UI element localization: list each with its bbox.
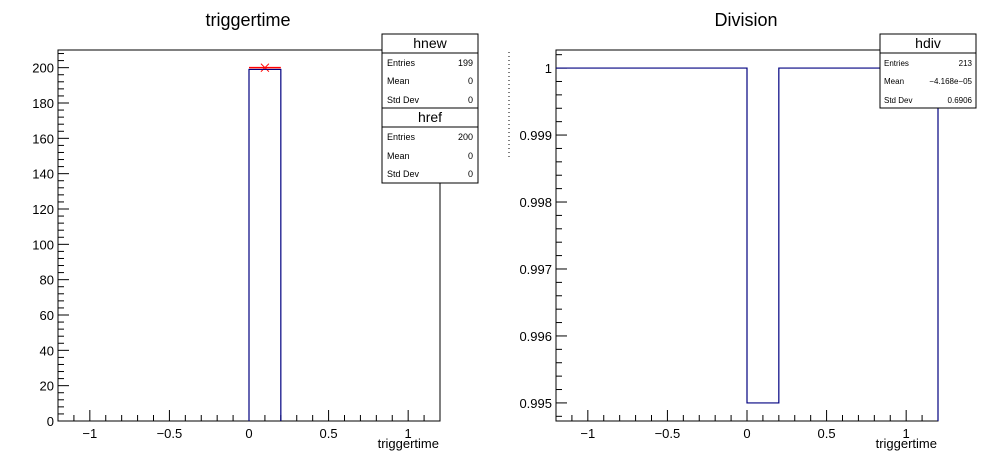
hdiv-entries-label: Entries — [884, 59, 909, 68]
y-tick-label: 100 — [32, 237, 54, 252]
y-tick-label: 160 — [32, 131, 54, 146]
hdiv-mean-value: −4.168e−05 — [929, 77, 972, 86]
y-tick-label: 0.998 — [519, 195, 552, 210]
right-chart-title: Division — [714, 10, 777, 30]
x-tick-label: 0 — [743, 426, 750, 441]
left-histogram — [248, 63, 282, 421]
right-axis-ticks: −1 −0.5 0 0.5 1 0.995 0.996 0.997 0.998 0.999 1 — [519, 54, 939, 441]
hnew-stats-title: hnew — [413, 35, 447, 51]
href-entries-label: Entries — [387, 132, 416, 142]
left-axis-ticks: −1 −0.5 0 0.5 1 0 20 40 60 80 100 120 140 160 180 200 — [32, 53, 441, 441]
href-mean-label: Mean — [387, 151, 410, 161]
y-tick-label: 0.997 — [519, 262, 552, 277]
x-tick-label: 1 — [405, 426, 412, 441]
hdiv-stats-title: hdiv — [915, 35, 941, 51]
x-tick-label: −0.5 — [655, 426, 681, 441]
hnew-mean-label: Mean — [387, 76, 410, 86]
left-chart-title: triggertime — [205, 10, 290, 30]
hdiv-stats-box: hdiv Entries 213 Mean −4.168e−05 Std Dev… — [879, 33, 977, 109]
y-tick-label: 40 — [40, 343, 54, 358]
x-tick-label: 0.5 — [818, 426, 836, 441]
href-stats-box: href Entries 200 Mean 0 Std Dev 0 — [381, 107, 479, 184]
href-marker — [260, 63, 270, 73]
right-x-axis-label: triggertime — [876, 436, 937, 451]
hnew-entries-value: 199 — [458, 58, 473, 68]
hnew-mean-value: 0 — [468, 76, 473, 86]
y-tick-label: 0 — [47, 414, 54, 429]
x-tick-label: 0 — [245, 426, 252, 441]
hnew-stats-box: hnew Entries 199 Mean 0 Std Dev 0 — [381, 33, 479, 109]
x-tick-label: 1 — [903, 426, 910, 441]
right-panel: Division −1 −0.5 0 0.5 1 0.995 0.996 0.997 0.998… — [508, 10, 977, 451]
href-stddev-value: 0 — [468, 169, 473, 179]
y-tick-label: 80 — [40, 273, 54, 288]
x-tick-label: −1 — [580, 426, 595, 441]
y-tick-label: 120 — [32, 202, 54, 217]
x-tick-label: 0.5 — [320, 426, 338, 441]
hnew-bin — [248, 68, 282, 421]
hdiv-step-line — [556, 67, 939, 421]
hnew-stddev-value: 0 — [468, 95, 473, 105]
href-stddev-label: Std Dev — [387, 169, 420, 179]
hnew-entries-label: Entries — [387, 58, 416, 68]
y-tick-label: 1 — [545, 61, 552, 76]
href-stats-title: href — [418, 109, 442, 125]
y-tick-label: 0.996 — [519, 329, 552, 344]
hdiv-stddev-value: 0.6906 — [948, 96, 973, 105]
hnew-stddev-label: Std Dev — [387, 95, 420, 105]
href-entries-value: 200 — [458, 132, 473, 142]
hdiv-stddev-label: Std Dev — [884, 96, 912, 105]
y-tick-label: 200 — [32, 61, 54, 76]
hdiv-entries-value: 213 — [959, 59, 973, 68]
x-tick-label: −1 — [82, 426, 97, 441]
href-mean-value: 0 — [468, 151, 473, 161]
y-tick-label: 180 — [32, 96, 54, 111]
y-tick-label: 0.995 — [519, 396, 552, 411]
y-tick-label: 140 — [32, 167, 54, 182]
y-tick-label: 0.999 — [519, 128, 552, 143]
left-x-axis-label: triggertime — [378, 436, 439, 451]
right-histogram — [556, 67, 939, 421]
x-tick-label: −0.5 — [157, 426, 183, 441]
left-panel: triggertime −1 −0.5 0 0.5 1 0 20 40 60 80 100 120 14… — [32, 10, 479, 451]
hdiv-mean-label: Mean — [884, 77, 904, 86]
y-tick-label: 20 — [40, 379, 54, 394]
y-tick-label: 60 — [40, 308, 54, 323]
